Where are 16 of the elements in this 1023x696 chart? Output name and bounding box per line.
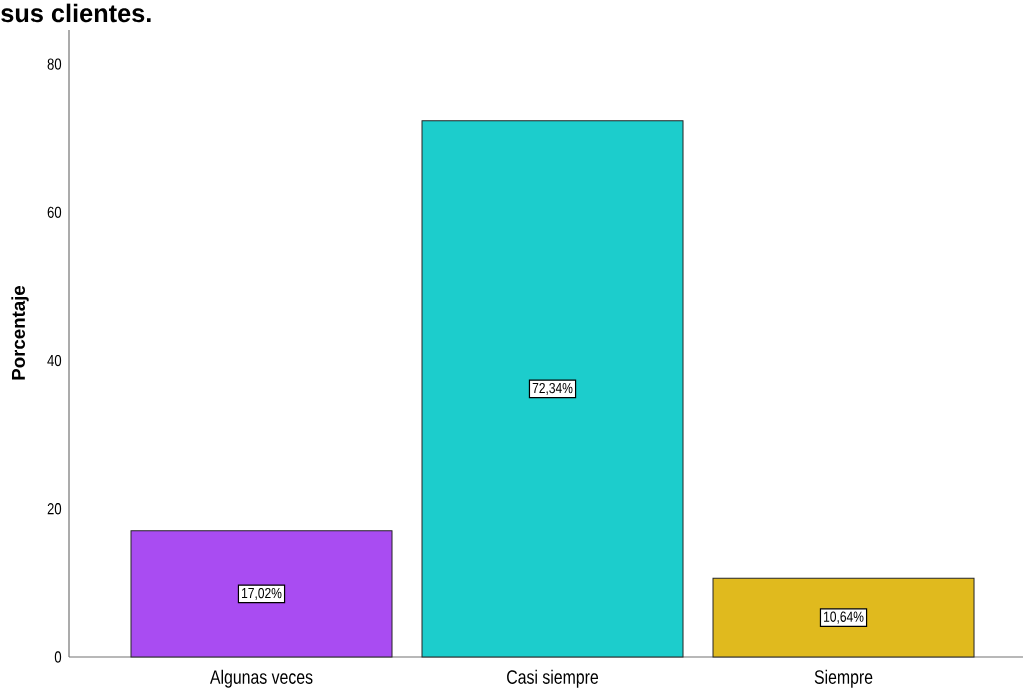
y-tick-label: 40 (47, 354, 62, 367)
data-label: 72,34% (532, 382, 573, 395)
data-label: 10,64% (824, 611, 864, 624)
bar (130, 530, 393, 658)
y-axis-title: Porcentaje (11, 285, 29, 380)
x-tick-label: Casi siempre (507, 669, 599, 688)
x-tick-label: Algunas veces (209, 669, 313, 688)
data-label: 17,02% (242, 587, 282, 600)
y-tick-label: 20 (47, 503, 62, 515)
y-tick-label: 60 (47, 206, 62, 218)
chart-title: sus clientes. (1, 3, 151, 23)
bar (712, 577, 975, 658)
y-tick-label: 80 (47, 58, 62, 70)
y-tick-label: 0 (54, 651, 62, 663)
x-tick-label: Siempre (814, 669, 873, 688)
bar (421, 120, 684, 658)
